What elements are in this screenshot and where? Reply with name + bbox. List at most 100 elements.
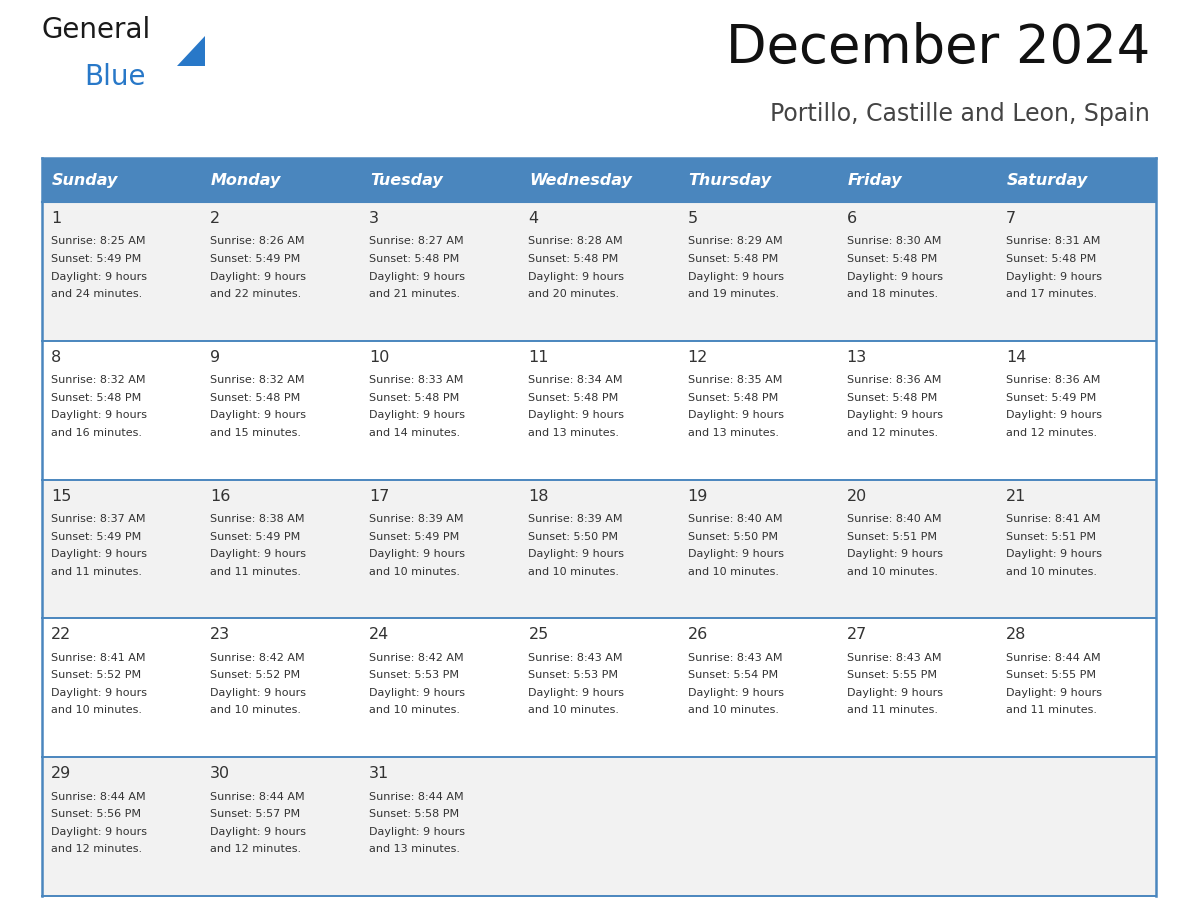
Text: Sunrise: 8:41 AM: Sunrise: 8:41 AM bbox=[1006, 514, 1100, 524]
Text: and 10 minutes.: and 10 minutes. bbox=[529, 566, 619, 577]
Text: and 16 minutes.: and 16 minutes. bbox=[51, 428, 143, 438]
Text: Sunset: 5:48 PM: Sunset: 5:48 PM bbox=[369, 393, 460, 403]
Text: Monday: Monday bbox=[211, 173, 282, 187]
Text: Sunset: 5:51 PM: Sunset: 5:51 PM bbox=[1006, 532, 1095, 542]
Text: 5: 5 bbox=[688, 211, 697, 226]
Text: Sunset: 5:49 PM: Sunset: 5:49 PM bbox=[51, 254, 141, 264]
Text: Sunset: 5:48 PM: Sunset: 5:48 PM bbox=[847, 393, 937, 403]
Bar bbox=[42, 158, 1156, 202]
Text: Sunrise: 8:43 AM: Sunrise: 8:43 AM bbox=[688, 653, 782, 663]
Text: Sunset: 5:52 PM: Sunset: 5:52 PM bbox=[210, 670, 301, 680]
Text: 1: 1 bbox=[51, 211, 62, 226]
Text: 31: 31 bbox=[369, 767, 390, 781]
Text: 9: 9 bbox=[210, 350, 220, 364]
Text: Sunset: 5:55 PM: Sunset: 5:55 PM bbox=[1006, 670, 1095, 680]
Text: Sunset: 5:52 PM: Sunset: 5:52 PM bbox=[51, 670, 141, 680]
Text: Daylight: 9 hours: Daylight: 9 hours bbox=[51, 272, 147, 282]
Text: 24: 24 bbox=[369, 627, 390, 643]
Text: and 10 minutes.: and 10 minutes. bbox=[847, 566, 937, 577]
Text: and 21 minutes.: and 21 minutes. bbox=[369, 289, 461, 299]
Text: Sunrise: 8:36 AM: Sunrise: 8:36 AM bbox=[1006, 375, 1100, 386]
Text: and 11 minutes.: and 11 minutes. bbox=[847, 705, 937, 715]
Text: 8: 8 bbox=[51, 350, 62, 364]
Text: Daylight: 9 hours: Daylight: 9 hours bbox=[51, 688, 147, 698]
Text: Sunrise: 8:43 AM: Sunrise: 8:43 AM bbox=[847, 653, 941, 663]
Text: Daylight: 9 hours: Daylight: 9 hours bbox=[847, 410, 943, 420]
Text: 10: 10 bbox=[369, 350, 390, 364]
Text: Sunset: 5:49 PM: Sunset: 5:49 PM bbox=[51, 532, 141, 542]
Text: Sunset: 5:48 PM: Sunset: 5:48 PM bbox=[688, 254, 778, 264]
Text: Sunset: 5:50 PM: Sunset: 5:50 PM bbox=[529, 532, 619, 542]
Text: Sunrise: 8:27 AM: Sunrise: 8:27 AM bbox=[369, 237, 463, 247]
Text: Daylight: 9 hours: Daylight: 9 hours bbox=[369, 688, 466, 698]
Text: Sunrise: 8:34 AM: Sunrise: 8:34 AM bbox=[529, 375, 623, 386]
Text: and 20 minutes.: and 20 minutes. bbox=[529, 289, 620, 299]
Text: and 12 minutes.: and 12 minutes. bbox=[1006, 428, 1097, 438]
Text: Sunday: Sunday bbox=[52, 173, 119, 187]
Text: 18: 18 bbox=[529, 488, 549, 504]
Text: Sunset: 5:58 PM: Sunset: 5:58 PM bbox=[369, 809, 460, 819]
Text: Sunset: 5:48 PM: Sunset: 5:48 PM bbox=[210, 393, 301, 403]
Text: Daylight: 9 hours: Daylight: 9 hours bbox=[369, 549, 466, 559]
Text: General: General bbox=[42, 16, 151, 44]
Text: Daylight: 9 hours: Daylight: 9 hours bbox=[688, 272, 784, 282]
Text: Sunset: 5:48 PM: Sunset: 5:48 PM bbox=[529, 393, 619, 403]
Text: 2: 2 bbox=[210, 211, 220, 226]
Text: Daylight: 9 hours: Daylight: 9 hours bbox=[688, 410, 784, 420]
Text: Sunrise: 8:42 AM: Sunrise: 8:42 AM bbox=[369, 653, 463, 663]
Text: 19: 19 bbox=[688, 488, 708, 504]
Text: and 18 minutes.: and 18 minutes. bbox=[847, 289, 937, 299]
Text: Friday: Friday bbox=[848, 173, 903, 187]
Text: December 2024: December 2024 bbox=[726, 22, 1150, 74]
Text: Thursday: Thursday bbox=[689, 173, 772, 187]
Text: and 10 minutes.: and 10 minutes. bbox=[529, 705, 619, 715]
Text: and 13 minutes.: and 13 minutes. bbox=[529, 428, 619, 438]
Text: Sunrise: 8:32 AM: Sunrise: 8:32 AM bbox=[51, 375, 145, 386]
Text: and 11 minutes.: and 11 minutes. bbox=[51, 566, 143, 577]
Text: Sunrise: 8:26 AM: Sunrise: 8:26 AM bbox=[210, 237, 304, 247]
Text: Sunrise: 8:39 AM: Sunrise: 8:39 AM bbox=[529, 514, 623, 524]
Text: Sunset: 5:49 PM: Sunset: 5:49 PM bbox=[1006, 393, 1097, 403]
Text: Sunrise: 8:30 AM: Sunrise: 8:30 AM bbox=[847, 237, 941, 247]
Text: 28: 28 bbox=[1006, 627, 1026, 643]
Text: 14: 14 bbox=[1006, 350, 1026, 364]
Bar bbox=[42, 619, 1156, 757]
Text: and 17 minutes.: and 17 minutes. bbox=[1006, 289, 1097, 299]
Text: and 13 minutes.: and 13 minutes. bbox=[369, 845, 460, 855]
Text: and 11 minutes.: and 11 minutes. bbox=[1006, 705, 1097, 715]
Text: and 10 minutes.: and 10 minutes. bbox=[369, 566, 460, 577]
Text: Sunrise: 8:39 AM: Sunrise: 8:39 AM bbox=[369, 514, 463, 524]
Text: Daylight: 9 hours: Daylight: 9 hours bbox=[1006, 688, 1101, 698]
Text: Sunset: 5:53 PM: Sunset: 5:53 PM bbox=[369, 670, 460, 680]
Text: Sunrise: 8:44 AM: Sunrise: 8:44 AM bbox=[1006, 653, 1100, 663]
Polygon shape bbox=[177, 36, 206, 66]
Text: 27: 27 bbox=[847, 627, 867, 643]
Text: Sunset: 5:48 PM: Sunset: 5:48 PM bbox=[688, 393, 778, 403]
Text: Daylight: 9 hours: Daylight: 9 hours bbox=[529, 549, 625, 559]
Text: and 10 minutes.: and 10 minutes. bbox=[688, 566, 778, 577]
Text: Daylight: 9 hours: Daylight: 9 hours bbox=[847, 688, 943, 698]
Text: Daylight: 9 hours: Daylight: 9 hours bbox=[210, 827, 307, 836]
Text: Sunset: 5:48 PM: Sunset: 5:48 PM bbox=[529, 254, 619, 264]
Text: Saturday: Saturday bbox=[1007, 173, 1088, 187]
Text: Sunrise: 8:25 AM: Sunrise: 8:25 AM bbox=[51, 237, 145, 247]
Text: Tuesday: Tuesday bbox=[371, 173, 443, 187]
Text: and 14 minutes.: and 14 minutes. bbox=[369, 428, 461, 438]
Text: Sunrise: 8:35 AM: Sunrise: 8:35 AM bbox=[688, 375, 782, 386]
Text: 3: 3 bbox=[369, 211, 379, 226]
Text: Sunrise: 8:44 AM: Sunrise: 8:44 AM bbox=[210, 791, 305, 801]
Text: 20: 20 bbox=[847, 488, 867, 504]
Text: Sunrise: 8:29 AM: Sunrise: 8:29 AM bbox=[688, 237, 782, 247]
Text: Daylight: 9 hours: Daylight: 9 hours bbox=[529, 272, 625, 282]
Text: and 13 minutes.: and 13 minutes. bbox=[688, 428, 778, 438]
Text: Sunset: 5:57 PM: Sunset: 5:57 PM bbox=[210, 809, 301, 819]
Text: Daylight: 9 hours: Daylight: 9 hours bbox=[847, 272, 943, 282]
Text: Sunrise: 8:38 AM: Sunrise: 8:38 AM bbox=[210, 514, 304, 524]
Text: 29: 29 bbox=[51, 767, 71, 781]
Text: 4: 4 bbox=[529, 211, 538, 226]
Text: Sunrise: 8:40 AM: Sunrise: 8:40 AM bbox=[688, 514, 782, 524]
Text: Daylight: 9 hours: Daylight: 9 hours bbox=[51, 827, 147, 836]
Text: Sunset: 5:48 PM: Sunset: 5:48 PM bbox=[51, 393, 141, 403]
Text: Blue: Blue bbox=[84, 63, 145, 91]
Text: 30: 30 bbox=[210, 767, 230, 781]
